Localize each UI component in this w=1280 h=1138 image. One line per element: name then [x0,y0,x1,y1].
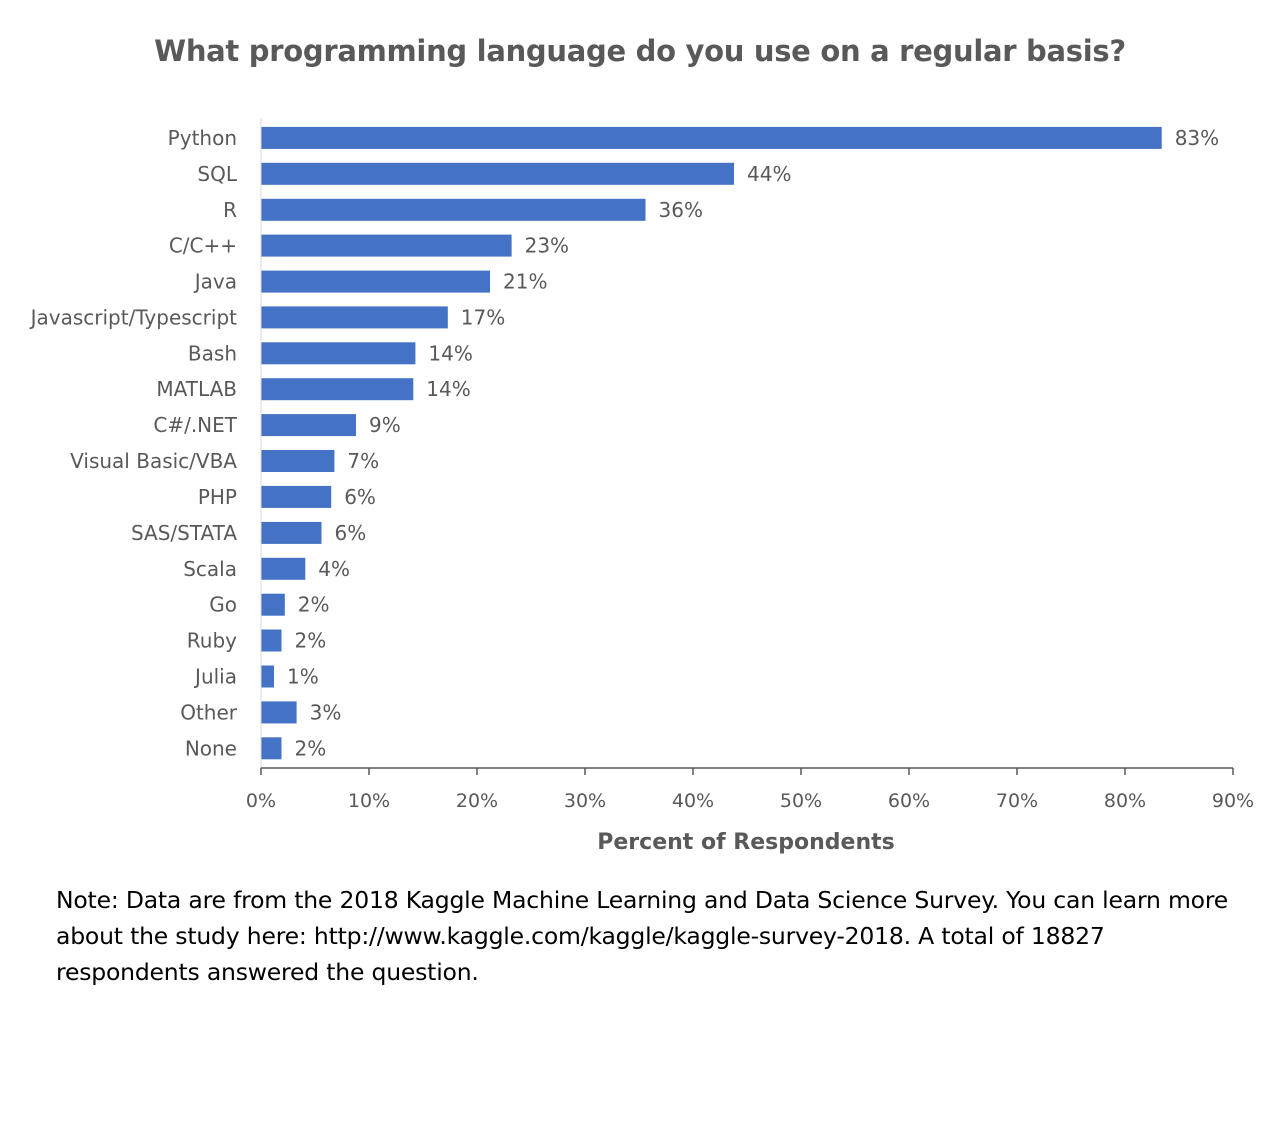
bar-javascript-typescript [261,306,448,329]
bar-ruby [261,629,282,652]
data-label: 7% [347,449,379,473]
category-label: None [185,736,237,760]
bar-julia [261,665,274,688]
category-label: SAS/STATA [131,521,237,545]
category-label: SQL [197,162,237,186]
bar-visual-basic-vba [261,450,335,472]
bar-r [261,198,646,221]
data-label: 6% [344,485,376,509]
category-label: Ruby [187,629,237,653]
bars-group [261,126,1162,760]
data-label: 2% [295,736,327,760]
x-tick-label: 10% [348,790,390,812]
category-label: Bash [188,341,237,365]
x-tick-label: 0% [246,790,276,812]
data-label: 14% [426,377,470,401]
footnote: Note: Data are from the 2018 Kaggle Mach… [56,886,1229,986]
data-label: 6% [335,521,367,545]
data-label: 23% [525,234,569,258]
data-label: 3% [310,700,342,724]
x-tick-label: 20% [456,790,498,812]
category-label: PHP [198,485,237,509]
x-axis-title: Percent of Respondents [597,830,894,855]
bar-php [261,485,332,508]
bar-none [261,737,282,760]
bar-c-net [261,414,356,437]
data-label: 9% [369,413,401,437]
bar-java [261,270,490,293]
x-tick-label: 90% [1212,790,1254,812]
category-label: Julia [193,665,237,689]
data-label: 4% [318,557,350,581]
category-label: Go [209,593,237,617]
category-label: Python [168,126,237,150]
category-labels-group: Python SQL R C/C++ Java Javascript/Typescript… [29,126,238,760]
data-label: 17% [461,305,505,329]
data-label: 83% [1175,126,1219,150]
x-tick-label: 70% [996,790,1038,812]
bar-python [261,126,1162,149]
chart-title: What programming language do you use on … [154,34,1126,68]
bar-go [261,593,285,616]
bar-matlab [261,378,414,401]
data-label: 2% [298,593,330,617]
bar-sql [261,162,734,185]
data-label: 14% [428,341,472,365]
x-tick-label: 50% [780,790,822,812]
category-label: Javascript/Typescript [29,305,238,329]
bar-sas-stata [261,521,322,544]
category-label: Other [180,700,238,724]
data-label: 44% [747,162,791,186]
category-label: Scala [183,557,237,581]
x-axis: 0% 10% 20% 30% 40% 50% 60% 70% 80% 90% [246,118,1254,812]
category-label: MATLAB [156,377,237,401]
category-label: C/C++ [169,234,237,258]
bar-scala [261,557,306,580]
x-tick-label: 30% [564,790,606,812]
x-tick-label: 60% [888,790,930,812]
bar-bash [261,342,416,365]
data-label: 21% [503,270,547,294]
category-label: C#/.NET [153,413,237,437]
data-label: 1% [287,665,319,689]
bar-other [261,701,297,724]
x-tick-label: 40% [672,790,714,812]
category-label: Java [193,270,237,294]
value-labels-group: 83% 44% 36% 23% 21% 17% 14% 14% 9% 7% 6% 6% 4% 2% 2% 1%… [287,126,1219,760]
data-label: 2% [295,629,327,653]
bar-c-c- [261,234,512,257]
category-label: Visual Basic/VBA [70,449,237,473]
bar-chart: 83% 44% 36% 23% 21% 17% 14% 14% 9% 7% 6% 6% 4% 2% 2% 1%… [29,118,1254,855]
category-label: R [223,198,237,222]
x-tick-label: 80% [1104,790,1146,812]
data-label: 36% [659,198,703,222]
